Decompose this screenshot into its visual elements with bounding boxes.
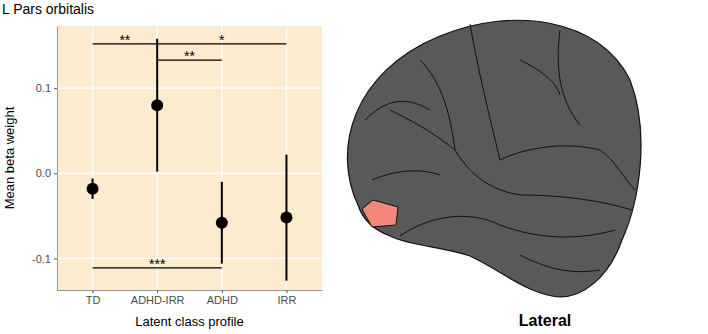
x-axis-title: Latent class profile bbox=[135, 314, 243, 329]
point bbox=[216, 217, 228, 229]
bracket-label: *** bbox=[149, 256, 166, 272]
x-tick-mark bbox=[222, 290, 223, 293]
view-label: Lateral bbox=[519, 312, 571, 329]
sulcus-line bbox=[500, 225, 615, 237]
plot-background bbox=[57, 26, 322, 290]
x-axis-line bbox=[58, 290, 323, 291]
sulcus-line bbox=[600, 150, 635, 190]
y-tick-mark bbox=[54, 258, 57, 259]
brain-illustration bbox=[347, 20, 641, 297]
point bbox=[280, 212, 292, 224]
x-tick-label: TD bbox=[86, 294, 101, 306]
grid-line bbox=[221, 26, 222, 290]
y-tick-label: 0.1 bbox=[36, 82, 51, 94]
bracket-label: ** bbox=[184, 48, 195, 64]
chart-title: L Pars orbitalis bbox=[2, 1, 94, 17]
x-tick-mark bbox=[157, 290, 158, 293]
y-tick-mark bbox=[54, 88, 57, 89]
sulcus-line bbox=[520, 195, 632, 210]
y-tick-mark bbox=[54, 173, 57, 174]
grid-line bbox=[57, 88, 322, 89]
y-tick: 0.1 bbox=[36, 82, 57, 94]
x-tick: TD bbox=[86, 290, 101, 306]
x-tick-mark bbox=[286, 290, 287, 293]
marks bbox=[87, 39, 293, 281]
grid-line bbox=[92, 26, 93, 290]
sulcus-line bbox=[372, 171, 440, 180]
sulcus-line bbox=[500, 146, 600, 160]
y-tick-label: -0.1 bbox=[32, 253, 51, 265]
point bbox=[151, 99, 163, 111]
x-tick-mark bbox=[93, 290, 94, 293]
sulcus-line bbox=[390, 110, 455, 150]
sulcus-line bbox=[520, 255, 600, 272]
sulcus-line bbox=[470, 24, 500, 160]
x-tick: ADHD bbox=[207, 290, 238, 306]
y-axis-line bbox=[57, 27, 58, 291]
significance-brackets: ******** bbox=[93, 32, 287, 272]
y-tick: 0.0 bbox=[36, 167, 57, 179]
y-axis: -0.1 0.0 0.1 bbox=[32, 27, 57, 291]
x-tick-label: IRR bbox=[277, 294, 296, 306]
grid-line bbox=[286, 26, 287, 290]
bracket-label: ** bbox=[119, 32, 130, 48]
x-axis: TD ADHD-IRR ADHD IRR bbox=[58, 290, 323, 306]
x-tick: ADHD-IRR bbox=[131, 290, 185, 306]
grid bbox=[57, 26, 322, 290]
bracket-label: * bbox=[219, 32, 225, 48]
sulcus-line bbox=[520, 60, 560, 95]
sulcus-line bbox=[400, 216, 500, 236]
sulcus-line bbox=[365, 101, 430, 120]
x-tick-label: ADHD-IRR bbox=[131, 294, 185, 306]
brain-outline bbox=[347, 20, 641, 297]
y-tick-label: 0.0 bbox=[36, 167, 51, 179]
grid-line bbox=[57, 173, 322, 174]
highlighted-region bbox=[362, 200, 398, 227]
sulcus-line bbox=[558, 30, 580, 125]
point bbox=[87, 183, 99, 195]
y-axis-title: Mean beta weight bbox=[2, 106, 17, 209]
y-tick: -0.1 bbox=[32, 253, 57, 265]
grid-line bbox=[157, 26, 158, 290]
sulcus-line bbox=[455, 150, 520, 195]
x-tick-label: ADHD bbox=[207, 294, 238, 306]
x-tick: IRR bbox=[277, 290, 296, 306]
grid-line bbox=[57, 258, 322, 259]
